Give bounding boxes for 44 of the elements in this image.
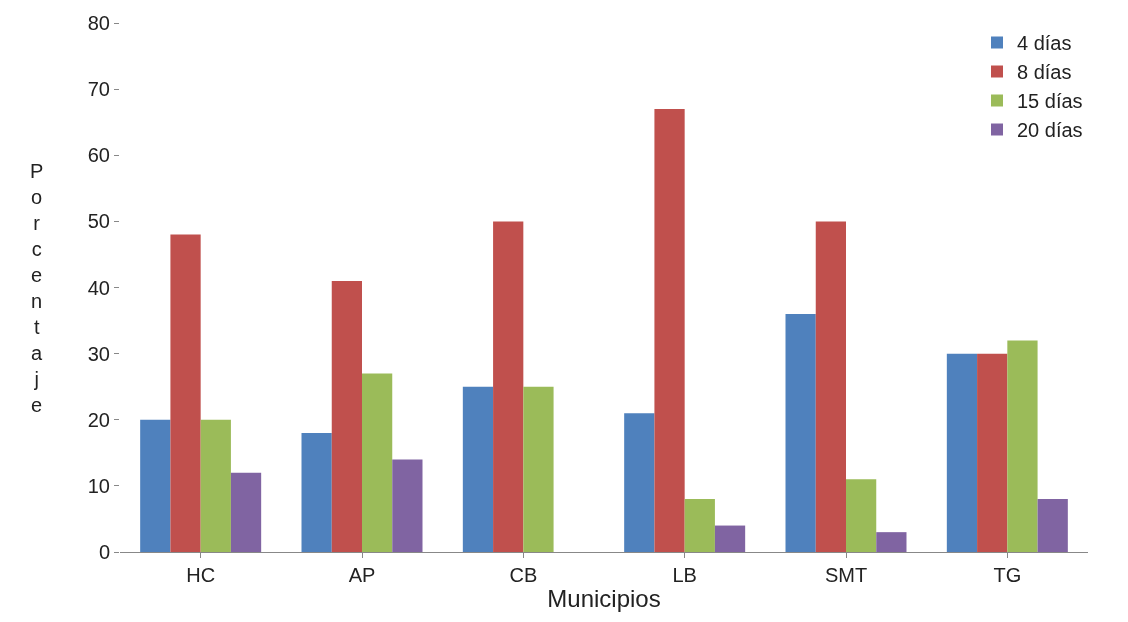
bar bbox=[493, 221, 524, 552]
y-tick-label: 10 bbox=[87, 474, 110, 497]
legend-label: 15 días bbox=[1017, 90, 1083, 113]
bar bbox=[977, 353, 1008, 552]
y-tick-label: 30 bbox=[87, 342, 110, 365]
bar bbox=[785, 313, 816, 552]
x-axis-title: Municipios bbox=[547, 585, 661, 613]
bar bbox=[846, 479, 877, 552]
bar bbox=[392, 459, 423, 552]
legend-label: 20 días bbox=[1017, 119, 1083, 142]
bar bbox=[362, 373, 393, 552]
bar bbox=[200, 419, 231, 552]
bar bbox=[331, 280, 362, 552]
text: Porcentaje bbox=[30, 160, 44, 416]
y-tick-label: 60 bbox=[87, 144, 110, 167]
x-tick-label: AP bbox=[348, 564, 376, 586]
bar bbox=[301, 432, 332, 552]
y-tick-label: 50 bbox=[87, 210, 110, 233]
bar bbox=[462, 386, 494, 552]
y-tick-label: 40 bbox=[87, 276, 110, 299]
bar bbox=[876, 532, 907, 552]
bar bbox=[230, 472, 262, 552]
x-tick-label: CB bbox=[509, 564, 538, 586]
bar bbox=[714, 525, 746, 552]
x-tick-label: TG bbox=[993, 564, 1022, 586]
x-tick-label: LB bbox=[672, 564, 697, 586]
y-tick-label: 20 bbox=[87, 408, 110, 431]
y-tick-label: 80 bbox=[87, 12, 110, 34]
bar bbox=[170, 234, 201, 552]
x-tick-label: HC bbox=[186, 564, 216, 586]
y-tick-label: 70 bbox=[87, 78, 110, 101]
y-tick-label: 0 bbox=[98, 541, 110, 563]
bar bbox=[654, 108, 685, 552]
bar bbox=[624, 413, 655, 552]
bar bbox=[523, 386, 554, 552]
bar bbox=[684, 499, 715, 552]
bar bbox=[1007, 340, 1038, 552]
bar bbox=[1037, 499, 1068, 552]
legend-label: 4 días bbox=[1017, 32, 1072, 55]
bar bbox=[140, 419, 171, 552]
bar bbox=[946, 353, 978, 552]
bar bbox=[815, 221, 846, 552]
legend-label: 8 días bbox=[1017, 61, 1072, 84]
x-tick-label: SMT bbox=[824, 564, 868, 586]
